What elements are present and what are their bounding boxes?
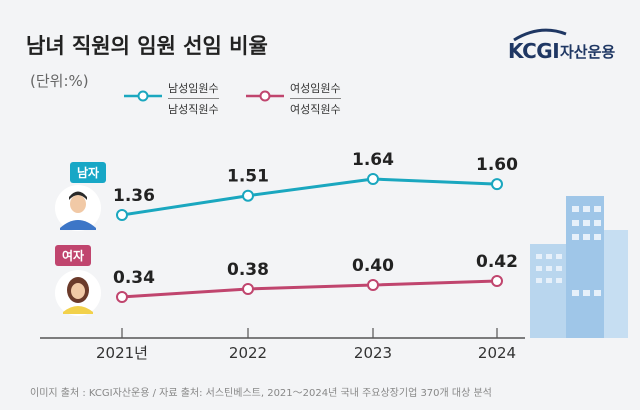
logo-brand: KCGI [508, 39, 560, 63]
female-avatar-icon [55, 270, 101, 316]
legend-male-denominator: 남성직원수 [168, 98, 219, 117]
legend-male-marker [137, 90, 149, 102]
legend-male-numerator: 남성임원수 [168, 82, 219, 95]
male-data-point [116, 209, 128, 221]
chart-title: 남녀 직원의 임원 선임 비율 [26, 34, 268, 58]
legend-male: 남성임원수 남성직원수 [168, 80, 219, 117]
male-badge: 남자 [70, 162, 107, 183]
unit-label: (단위:%) [30, 72, 89, 90]
legend-female-marker [259, 90, 271, 102]
male-data-point [367, 173, 379, 185]
male-series-line [121, 177, 498, 217]
male-data-label: 1.64 [352, 150, 394, 170]
female-data-point [116, 291, 128, 303]
footer-source: 이미지 출처 : KCGI자산운용 / 자료 출처: 서스틴베스트, 2021～… [30, 388, 492, 399]
legend-female-numerator: 여성임원수 [290, 82, 341, 95]
logo-swoosh-icon [513, 28, 567, 42]
female-data-point [242, 283, 254, 295]
male-data-point [491, 178, 503, 191]
female-data-point [367, 279, 379, 291]
male-data-point [242, 189, 254, 202]
male-data-label: 1.36 [113, 186, 155, 206]
female-data-label: 0.34 [113, 268, 155, 288]
x-tick-label: 2023 [354, 344, 392, 362]
male-data-label: 1.60 [476, 155, 518, 175]
x-tick-label: 2022 [229, 344, 267, 362]
female-series-line [121, 279, 498, 299]
kcgi-logo: KCGI 자산운용 [500, 22, 630, 70]
x-tick-label: 2021년 [96, 344, 148, 362]
female-data-point [491, 275, 503, 287]
male-data-label: 1.51 [227, 167, 269, 187]
x-tick-label: 2024 [478, 344, 516, 362]
female-data-label: 0.40 [352, 256, 394, 276]
male-avatar-icon [55, 185, 101, 231]
legend-female-denominator: 여성직원수 [290, 98, 341, 117]
logo-sub: 자산운용 [560, 43, 616, 61]
female-data-label: 0.42 [476, 252, 518, 272]
female-data-label: 0.38 [227, 260, 269, 280]
legend-female: 여성임원수 여성직원수 [290, 80, 341, 117]
female-badge: 여자 [55, 245, 92, 266]
